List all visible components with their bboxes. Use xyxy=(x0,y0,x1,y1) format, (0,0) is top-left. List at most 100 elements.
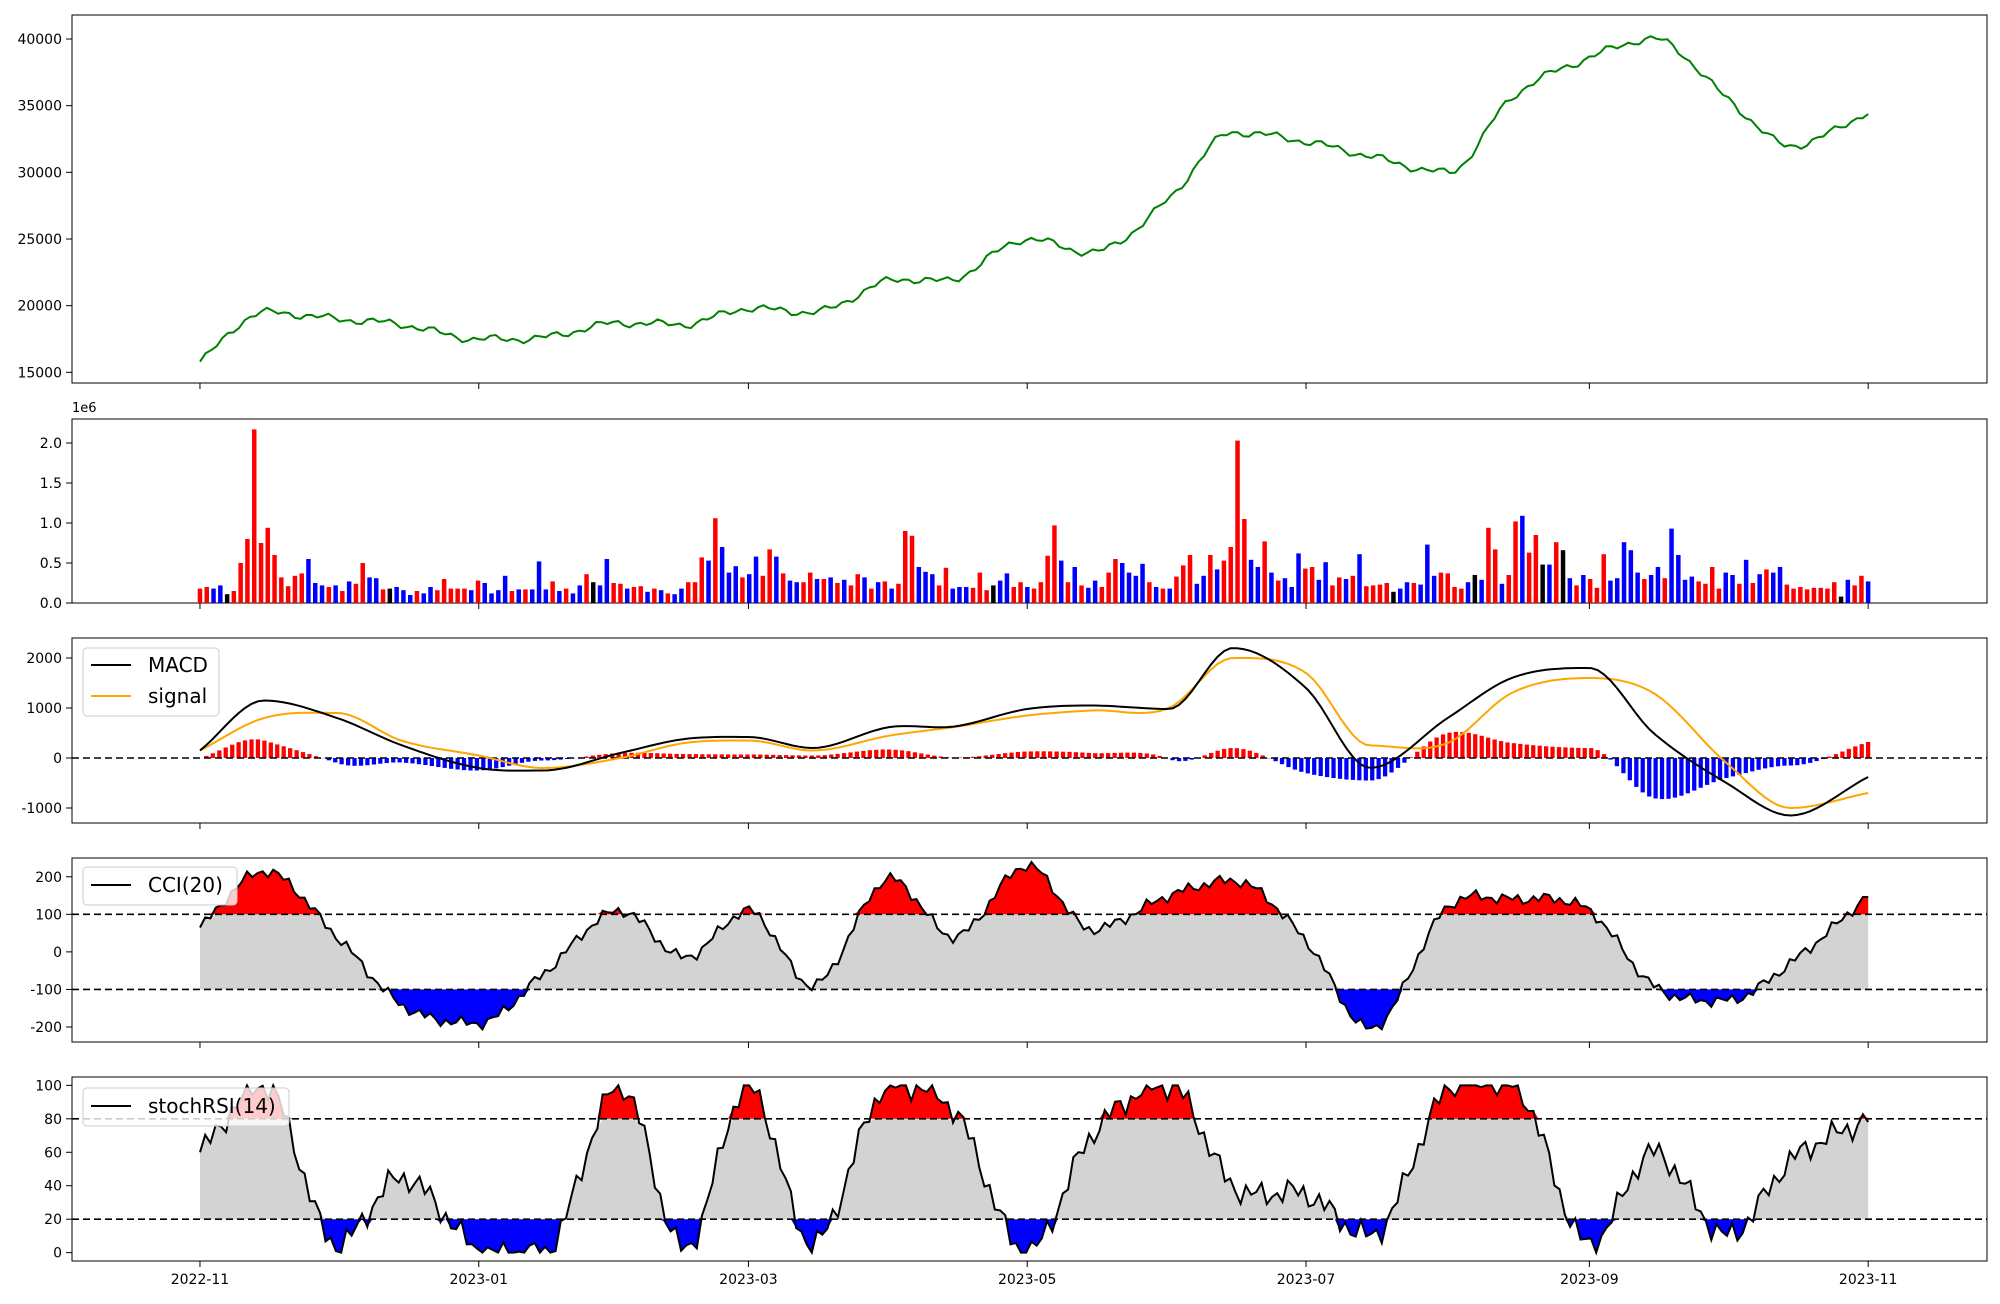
volume-bar xyxy=(645,592,649,603)
volume-bar xyxy=(720,547,724,603)
macd-histogram-bar xyxy=(1299,758,1303,772)
macd-histogram-bar xyxy=(436,758,440,767)
volume-bar xyxy=(1079,585,1083,603)
volume-bar xyxy=(1717,589,1721,603)
macd-histogram-bar xyxy=(1132,753,1136,758)
volume-bar xyxy=(1093,581,1097,603)
volume-bar xyxy=(842,580,846,603)
macd-histogram-bar xyxy=(1763,758,1767,768)
volume-bar xyxy=(1256,567,1260,603)
volume-bar xyxy=(388,589,392,603)
macd-histogram-bar xyxy=(378,758,382,764)
volume-bar xyxy=(1690,577,1694,603)
macd-histogram-bar xyxy=(410,758,414,763)
volume-bar xyxy=(781,573,785,603)
volume-bar xyxy=(1113,559,1117,603)
macd-histogram-bar xyxy=(262,741,266,758)
macd-histogram-bar xyxy=(288,748,292,758)
volume-bar xyxy=(1737,584,1741,603)
volume-bar xyxy=(1730,575,1734,603)
macd-histogram-bar xyxy=(1338,758,1342,779)
volume-bar xyxy=(1656,567,1660,603)
volume-bar xyxy=(1181,565,1185,603)
macd-histogram-bar xyxy=(1686,758,1690,793)
volume-bar xyxy=(788,581,792,603)
x-tick-label: 2023-03 xyxy=(719,1272,778,1288)
volume-bar xyxy=(354,584,358,603)
volume-bar xyxy=(1568,578,1572,603)
volume-bar xyxy=(917,567,921,603)
y-tick-label: 2.0 xyxy=(40,436,62,452)
volume-bar xyxy=(401,590,405,603)
macd-histogram-bar xyxy=(468,758,472,771)
macd-histogram-bar xyxy=(1634,758,1638,787)
macd-histogram-bar xyxy=(417,758,421,764)
macd-histogram-bar xyxy=(1022,752,1026,758)
y-tick-label: 60 xyxy=(44,1145,62,1161)
macd-histogram-bar xyxy=(211,753,215,758)
volume-bar xyxy=(469,590,473,603)
volume-bar xyxy=(1242,519,1246,603)
macd-histogram-bar xyxy=(1621,758,1625,773)
macd-histogram-bar xyxy=(449,758,453,769)
macd-histogram-bar xyxy=(1428,742,1432,759)
volume-bar xyxy=(1106,573,1110,603)
volume-bar xyxy=(1364,586,1368,603)
volume-bar xyxy=(1174,577,1178,603)
macd-histogram-bar xyxy=(894,750,898,758)
macd-histogram-bar xyxy=(552,758,556,760)
volume-bar xyxy=(889,589,893,603)
macd-histogram-bar xyxy=(1654,758,1658,799)
volume-bar xyxy=(1852,585,1856,603)
y-tick-label: 200 xyxy=(35,870,62,886)
macd-histogram-bar xyxy=(1544,746,1548,758)
volume-bar xyxy=(910,536,914,603)
macd-histogram-bar xyxy=(1325,758,1329,777)
volume-bar xyxy=(218,585,222,603)
macd-histogram-bar xyxy=(848,752,852,758)
volume-bar xyxy=(625,589,629,603)
macd-histogram-bar xyxy=(1286,758,1290,767)
volume-bar xyxy=(815,579,819,603)
y-tick-label: 1.0 xyxy=(40,516,62,532)
macd-histogram-bar xyxy=(1750,758,1754,771)
macd-histogram-bar xyxy=(1228,748,1232,758)
y-tick-label: 15000 xyxy=(17,365,62,381)
volume-bar xyxy=(1262,541,1266,603)
volume-bar xyxy=(1446,573,1450,603)
volume-bar xyxy=(510,591,514,603)
y-tick-label: -100 xyxy=(30,982,62,998)
volume-bar xyxy=(876,582,880,603)
volume-bar xyxy=(964,587,968,603)
volume-bar xyxy=(1344,579,1348,603)
volume-bar xyxy=(706,561,710,603)
volume-bar xyxy=(435,590,439,603)
volume-bar xyxy=(795,582,799,603)
volume-bar xyxy=(639,586,643,603)
macd-histogram-bar xyxy=(881,750,885,759)
volume-bar xyxy=(903,531,907,603)
volume-bar xyxy=(584,574,588,603)
volume-bar xyxy=(1520,516,1524,603)
volume-bar xyxy=(442,579,446,603)
volume-bar xyxy=(232,591,236,603)
volume-bar xyxy=(971,588,975,603)
macd-histogram-bar xyxy=(1576,748,1580,758)
volume-bar xyxy=(1439,573,1443,603)
volume-bar xyxy=(1683,580,1687,603)
macd-histogram-bar xyxy=(1370,758,1374,780)
volume-bar xyxy=(1418,585,1422,603)
volume-bar xyxy=(1208,555,1212,603)
macd-histogram-bar xyxy=(1647,758,1651,797)
volume-bar xyxy=(1561,550,1565,603)
macd-histogram-bar xyxy=(1802,758,1806,764)
volume-bar xyxy=(286,586,290,603)
volume-bar xyxy=(1154,587,1158,603)
volume-bar xyxy=(1757,574,1761,603)
volume-bar xyxy=(1493,549,1497,603)
volume-bar xyxy=(1357,554,1361,603)
volume-bar xyxy=(1595,588,1599,603)
x-tick-label: 2023-01 xyxy=(450,1272,509,1288)
macd-histogram-bar xyxy=(1016,752,1020,758)
volume-bar xyxy=(598,585,602,603)
